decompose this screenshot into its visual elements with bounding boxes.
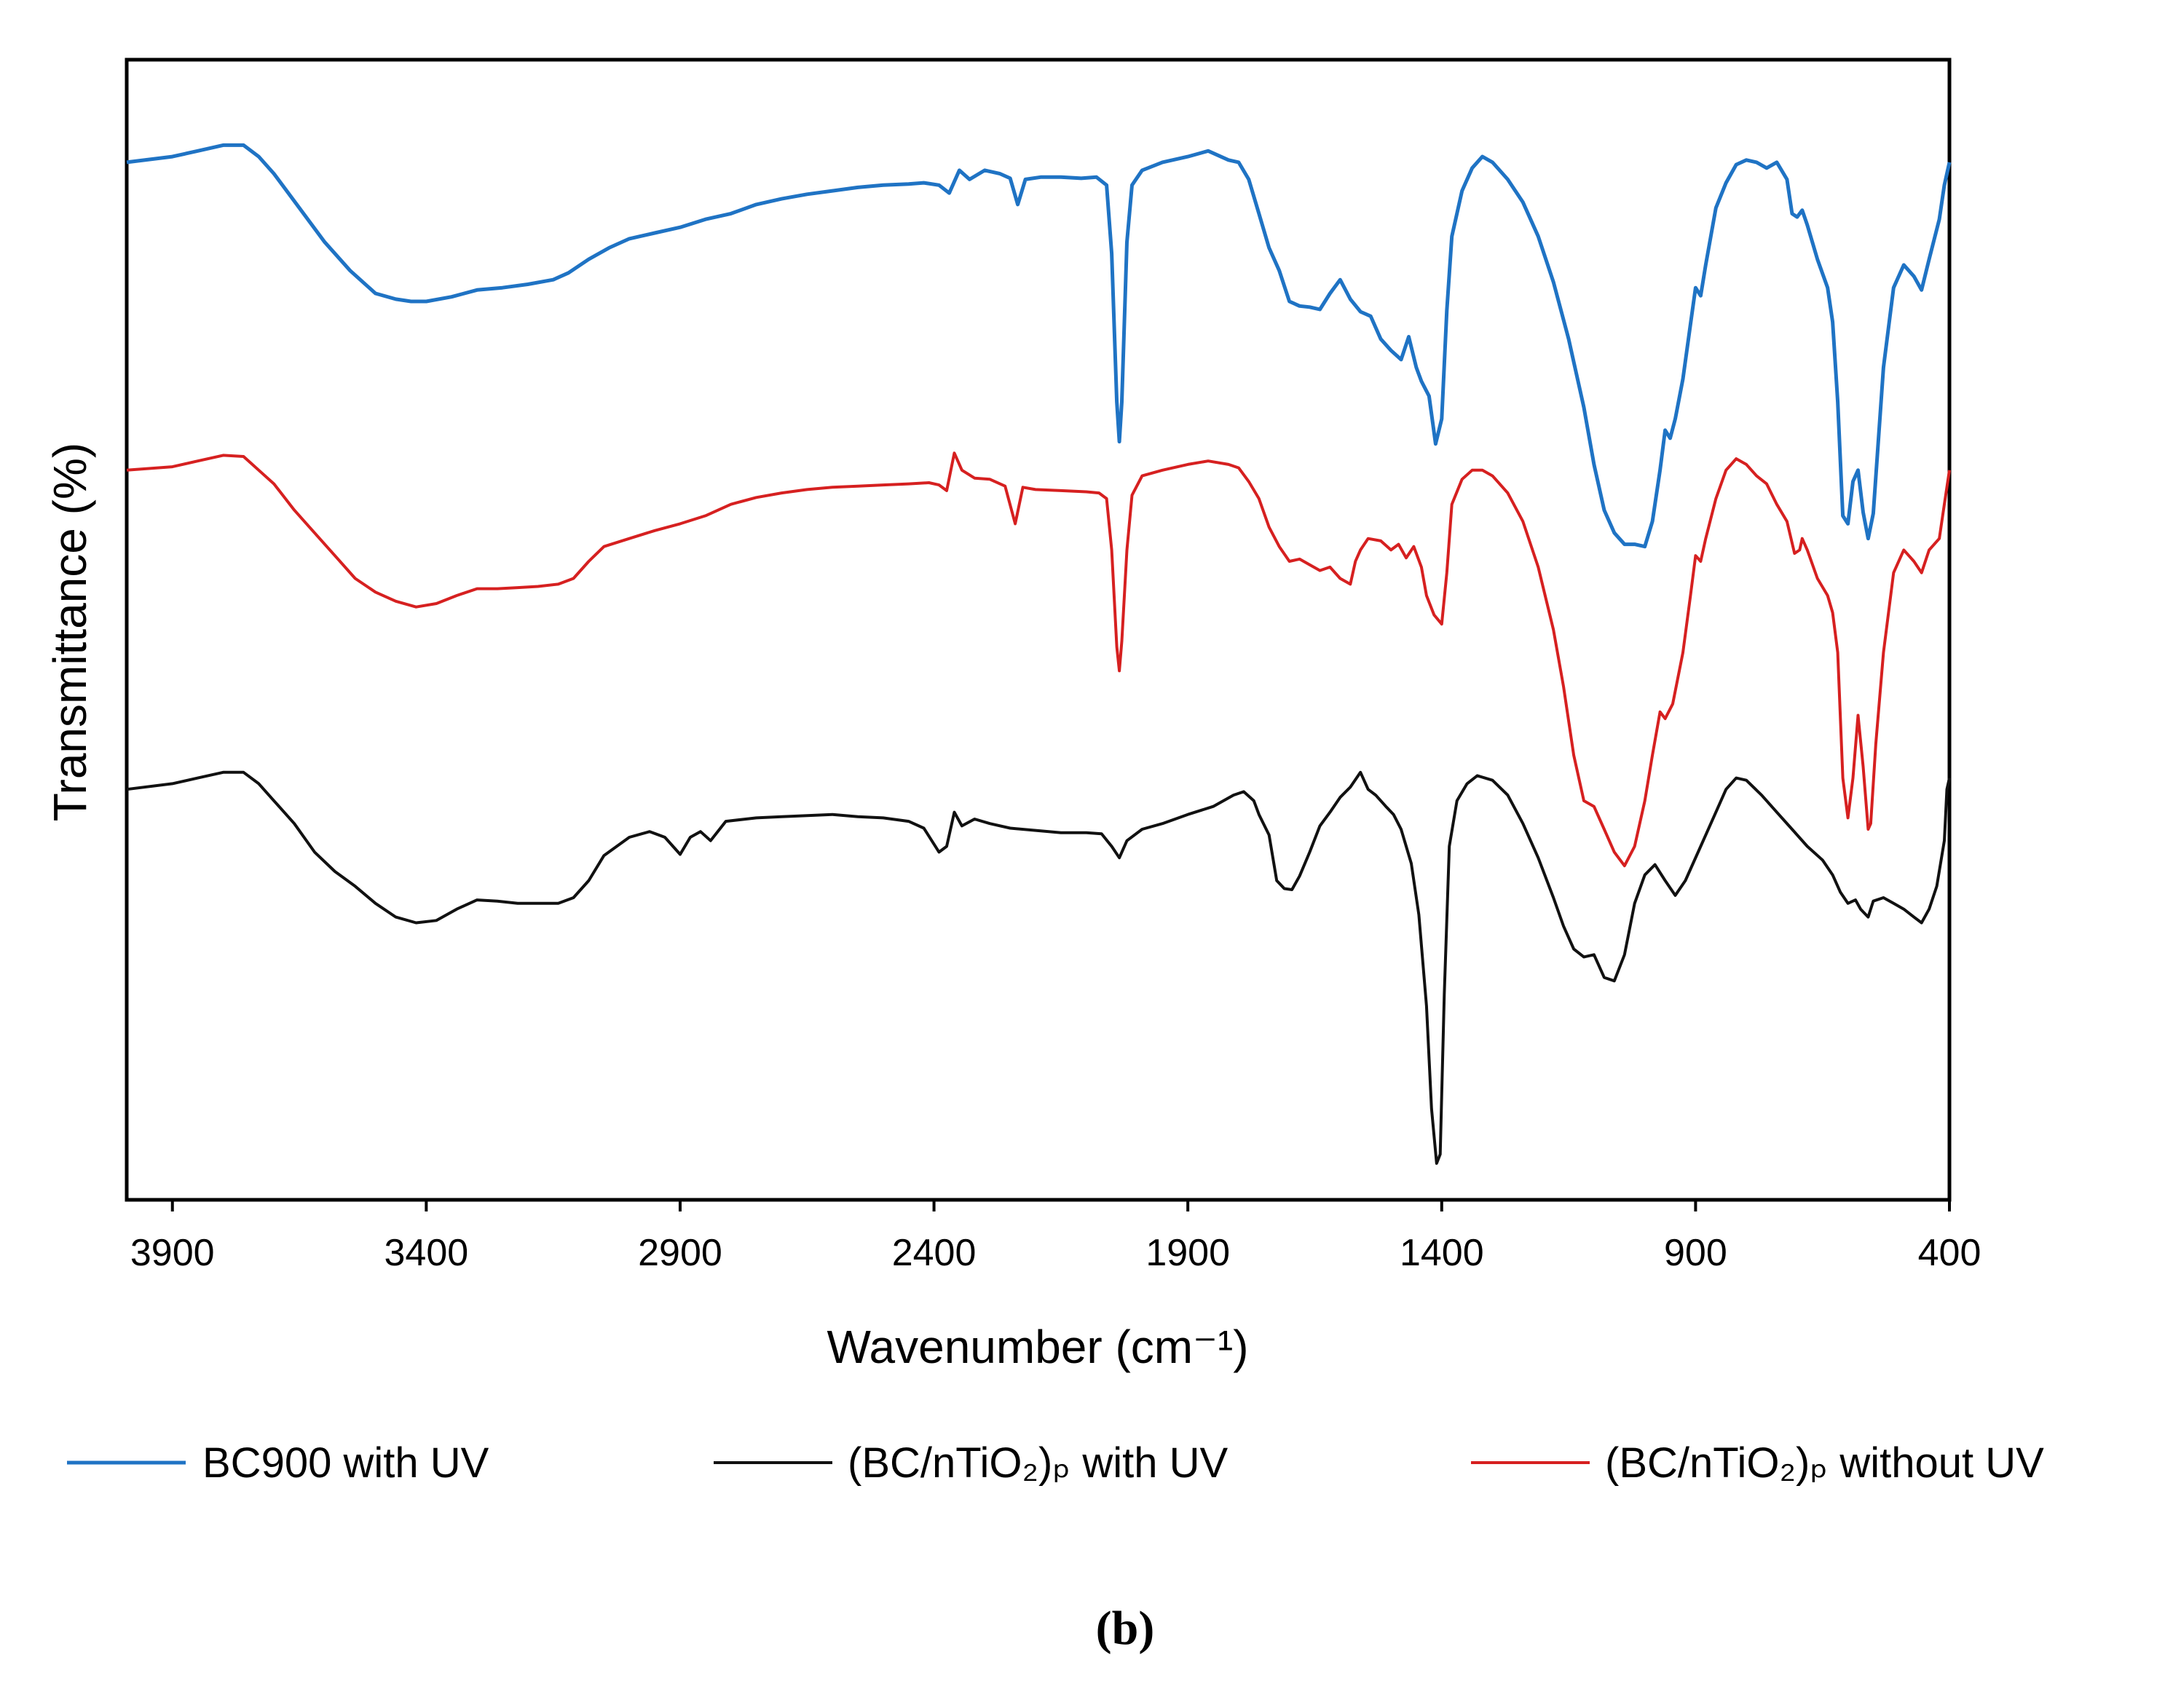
x-tick-label: 3900: [130, 1232, 215, 1274]
x-tick-label: 1400: [1400, 1232, 1484, 1274]
series-line-bc900-with-uv: [126, 143, 1952, 549]
series-group: [126, 143, 1952, 1165]
x-tick-label: 400: [1918, 1232, 1981, 1274]
legend: BC900 with UV (BC/nTiO₂)ₚ with UV (BC/nT…: [67, 1439, 2044, 1487]
x-axis: 3900 3400 2900 2400 1900 1400 900 400: [130, 1200, 1981, 1274]
legend-item-bc900-with-uv: BC900 with UV: [67, 1439, 489, 1487]
legend-label-bc-ntio2-with-uv: (BC/nTiO₂)ₚ with UV: [848, 1439, 1228, 1487]
legend-label-bc900-with-uv: BC900 with UV: [202, 1439, 489, 1487]
x-tick-label: 2900: [638, 1232, 722, 1274]
legend-item-bc-ntio2-with-uv: (BC/nTiO₂)ₚ with UV: [714, 1439, 1228, 1487]
x-axis-title: Wavenumber (cm⁻¹): [827, 1321, 1248, 1373]
x-tick-label: 1900: [1145, 1232, 1230, 1274]
series-line-bc-ntio2-without-uv: [126, 451, 1951, 868]
series-line-bc-ntio2-with-uv: [126, 770, 1951, 1165]
legend-item-bc-ntio2-without-uv: (BC/nTiO₂)ₚ without UV: [1471, 1439, 2044, 1487]
plot-frame: [125, 58, 1952, 1202]
x-tick-label: 900: [1664, 1232, 1727, 1274]
x-tick-label: 2400: [892, 1232, 977, 1274]
legend-label-bc-ntio2-without-uv: (BC/nTiO₂)ₚ without UV: [1605, 1439, 2044, 1487]
panel-label: (b): [1096, 1602, 1155, 1655]
y-axis-title: Transmittance (%): [44, 443, 96, 821]
x-tick-label: 3400: [384, 1232, 469, 1274]
